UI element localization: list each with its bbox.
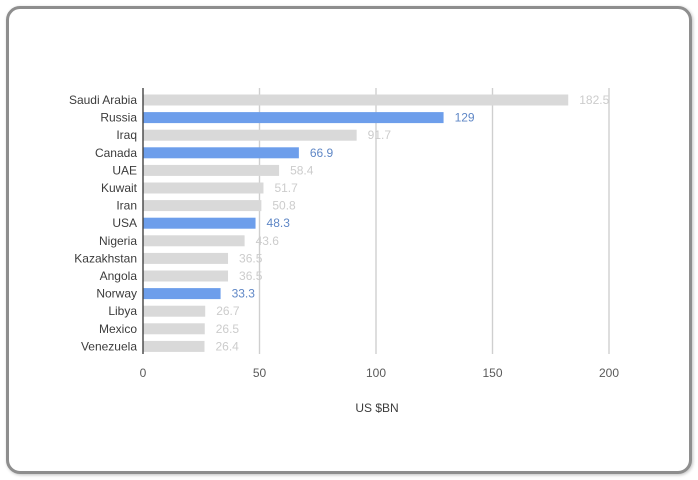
bar-nigeria	[143, 235, 245, 247]
value-label: 50.8	[272, 199, 296, 213]
value-label: 129	[455, 111, 475, 125]
x-tick-label: 100	[366, 366, 386, 380]
value-label: 36.5	[239, 251, 263, 265]
value-label: 33.3	[232, 287, 256, 301]
category-label: Iran	[116, 199, 137, 213]
category-label: Libya	[108, 304, 137, 318]
bars	[143, 94, 569, 352]
value-label: 26.7	[216, 304, 240, 318]
bar-uae	[143, 164, 280, 176]
value-label: 36.5	[239, 269, 263, 283]
chart-frame	[6, 6, 692, 474]
value-label: 51.7	[274, 181, 298, 195]
category-label: Norway	[96, 287, 137, 301]
bar-usa	[143, 217, 256, 229]
category-label: Russia	[100, 111, 137, 125]
value-label: 66.9	[310, 146, 334, 160]
category-label: USA	[112, 216, 137, 230]
value-label: 182.5	[579, 93, 609, 107]
bar-mexico	[143, 323, 205, 335]
x-tick-label: 50	[253, 366, 267, 380]
category-label: Iraq	[116, 128, 137, 142]
category-label: Nigeria	[99, 234, 137, 248]
bar-canada	[143, 147, 299, 159]
bar-kazakhstan	[143, 252, 229, 264]
category-label: UAE	[112, 163, 137, 177]
bar-iraq	[143, 129, 357, 141]
value-label: 91.7	[368, 128, 392, 142]
bar-iran	[143, 200, 262, 212]
x-tick-labels: 0 50 100 150 200	[140, 366, 620, 380]
bar-venezuela	[143, 340, 205, 352]
value-label: 26.5	[216, 322, 240, 336]
bar-saudi-arabia	[143, 94, 569, 106]
x-tick-label: 0	[140, 366, 147, 380]
category-label: Saudi Arabia	[69, 93, 137, 107]
category-label: Mexico	[99, 322, 137, 336]
category-label: Venezuela	[81, 339, 137, 353]
bar-russia	[143, 112, 444, 124]
category-labels: Saudi Arabia Russia Iraq Canada UAE Kuwait Ira…	[69, 93, 138, 353]
x-tick-label: 200	[599, 366, 619, 380]
category-label: Kuwait	[101, 181, 138, 195]
value-label: 58.4	[290, 163, 314, 177]
gridlines	[258, 88, 610, 354]
bar-libya	[143, 305, 206, 317]
category-label: Kazakhstan	[74, 251, 137, 265]
value-labels: 182.5 129 91.7 66.9 58.4 51.7 50.8 48.3 43.6 36.5…	[216, 93, 610, 353]
category-label: Canada	[95, 146, 137, 160]
value-label: 48.3	[267, 216, 291, 230]
bar-angola	[143, 270, 229, 282]
x-tick-label: 150	[482, 366, 502, 380]
category-label: Angola	[100, 269, 138, 283]
value-label: 43.6	[256, 234, 280, 248]
bar-norway	[143, 288, 221, 300]
value-label: 26.4	[216, 339, 240, 353]
bar-kuwait	[143, 182, 264, 194]
x-axis-title: US $BN	[355, 401, 398, 415]
